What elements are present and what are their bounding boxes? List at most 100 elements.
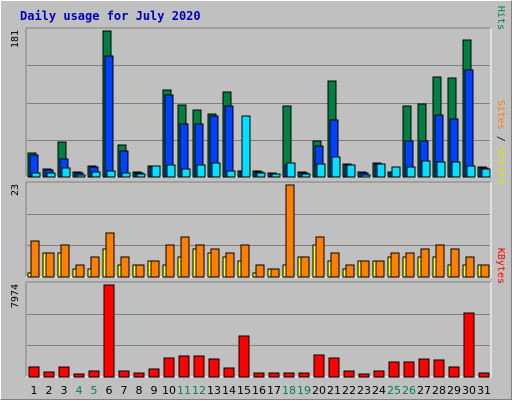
bar-pages-day-1 (31, 172, 41, 178)
bar-sites-day-27 (420, 248, 430, 278)
bar-pages-day-16 (256, 172, 266, 178)
bar-kbytes-day-12 (193, 355, 205, 378)
bar-sites-day-31 (480, 264, 490, 278)
bar-pages-day-2 (46, 172, 56, 178)
bar-pages-day-7 (121, 172, 131, 178)
bar-pages-day-11 (181, 168, 191, 178)
bar-pages-day-28 (436, 161, 446, 178)
x-tick-label-day-21: 21 (327, 384, 341, 397)
bar-pages-day-24 (376, 163, 386, 178)
legend-entry: / (495, 130, 506, 148)
bar-pages-day-26 (406, 166, 416, 178)
bar-pages-day-25 (391, 166, 401, 178)
bar-kbytes-day-11 (178, 355, 190, 378)
bar-kbytes-day-5 (88, 370, 100, 378)
y-max-label: 23 (10, 184, 21, 196)
bar-kbytes-day-31 (478, 372, 490, 378)
bar-pages-day-27 (421, 160, 431, 178)
bar-files-day-6 (104, 55, 114, 178)
bar-sites-day-8 (135, 264, 145, 278)
panels-layer: 181 Pages / Files / Hits 23 Sites / Visits 7… (10, 1, 506, 378)
bar-kbytes-day-9 (148, 368, 160, 378)
panel-kbytes: 7974 KBytes (10, 248, 506, 378)
x-tick-label-day-27: 27 (417, 384, 431, 397)
x-tick-label-day-11: 11 (177, 384, 191, 397)
bar-pages-day-5 (91, 171, 101, 178)
x-tick-label-day-8: 8 (136, 384, 143, 397)
bar-kbytes-day-3 (58, 366, 70, 378)
bar-sites-day-18 (285, 184, 295, 278)
bar-kbytes-day-18 (283, 372, 295, 378)
bar-pages-day-14 (226, 170, 236, 178)
x-tick-label-day-24: 24 (372, 384, 386, 397)
bar-sites-day-14 (225, 252, 235, 278)
x-tick-label-day-3: 3 (61, 384, 68, 397)
bar-sites-day-2 (45, 252, 55, 278)
bar-kbytes-day-25 (388, 361, 400, 378)
legend-hits-files-pages: Pages / Files / Hits (495, 1, 506, 30)
bar-sites-day-11 (180, 236, 190, 278)
bar-pages-day-20 (316, 163, 326, 178)
legend-entry: Hits (495, 6, 506, 30)
bar-pages-day-30 (466, 165, 476, 178)
bar-pages-day-19 (301, 173, 311, 178)
bar-kbytes-day-7 (118, 370, 130, 378)
bar-sites-day-13 (210, 248, 220, 278)
bar-pages-day-15 (241, 115, 251, 178)
y-max-label: 7974 (10, 284, 21, 308)
x-tick-label-day-18: 18 (282, 384, 296, 397)
x-tick-label-day-5: 5 (91, 384, 98, 397)
bar-files-day-30 (464, 69, 474, 178)
legend-visits-sites: Sites / Visits (495, 100, 506, 184)
bar-sites-day-6 (105, 232, 115, 278)
bar-kbytes-day-6 (103, 284, 115, 378)
x-tick-label-day-23: 23 (357, 384, 371, 397)
bar-sites-day-4 (75, 264, 85, 278)
panel-hits-files-pages: 181 Pages / Files / Hits (10, 1, 506, 178)
bar-kbytes-day-22 (343, 370, 355, 378)
bar-sites-day-3 (60, 244, 70, 278)
legend-entry: Visits (495, 148, 506, 184)
bar-kbytes-day-14 (223, 367, 235, 378)
bar-sites-day-10 (165, 244, 175, 278)
x-tick-label-day-15: 15 (237, 384, 251, 397)
x-tick-label-day-14: 14 (222, 384, 236, 397)
bar-kbytes-day-20 (313, 354, 325, 378)
x-tick-label-day-31: 31 (477, 384, 491, 397)
x-tick-label-day-6: 6 (106, 384, 113, 397)
x-tick-label-day-9: 9 (151, 384, 158, 397)
bar-kbytes-day-26 (403, 361, 415, 378)
bar-sites-day-1 (30, 240, 40, 278)
bar-kbytes-day-15 (238, 335, 250, 378)
bar-kbytes-day-8 (133, 372, 145, 378)
bar-kbytes-day-21 (328, 357, 340, 378)
bar-sites-day-12 (195, 244, 205, 278)
x-tick-label-day-4: 4 (76, 384, 83, 397)
bar-sites-day-23 (360, 260, 370, 278)
bar-sites-day-20 (315, 236, 325, 278)
bar-sites-day-22 (345, 264, 355, 278)
x-tick-label-day-2: 2 (46, 384, 53, 397)
bar-kbytes-day-19 (298, 372, 310, 378)
bar-files-day-14 (224, 105, 234, 178)
x-tick-label-day-13: 13 (207, 384, 221, 397)
bar-sites-day-19 (300, 256, 310, 278)
bar-kbytes-day-10 (163, 357, 175, 378)
bar-kbytes-day-28 (433, 359, 445, 378)
bar-sites-day-24 (375, 260, 385, 278)
legend-entry: Sites (495, 100, 506, 130)
bar-pages-day-23 (361, 174, 371, 178)
bar-kbytes-day-2 (43, 371, 55, 378)
x-tick-label-day-17: 17 (267, 384, 281, 397)
bar-pages-day-10 (166, 164, 176, 178)
day-labels: 1 2 3 4 5 6 7 8 9 10 11 12 13 14 15 16 17 18 19 20 21 22 23 24 2… (31, 384, 492, 397)
x-tick-label-day-26: 26 (402, 384, 416, 397)
bar-sites-day-9 (150, 260, 160, 278)
bar-pages-day-12 (196, 164, 206, 178)
bar-kbytes-day-16 (253, 372, 265, 378)
x-tick-label-day-25: 25 (387, 384, 401, 397)
y-max-label: 181 (10, 30, 21, 48)
legend-kbytes: KBytes (495, 248, 506, 284)
bar-pages-day-17 (271, 173, 281, 178)
